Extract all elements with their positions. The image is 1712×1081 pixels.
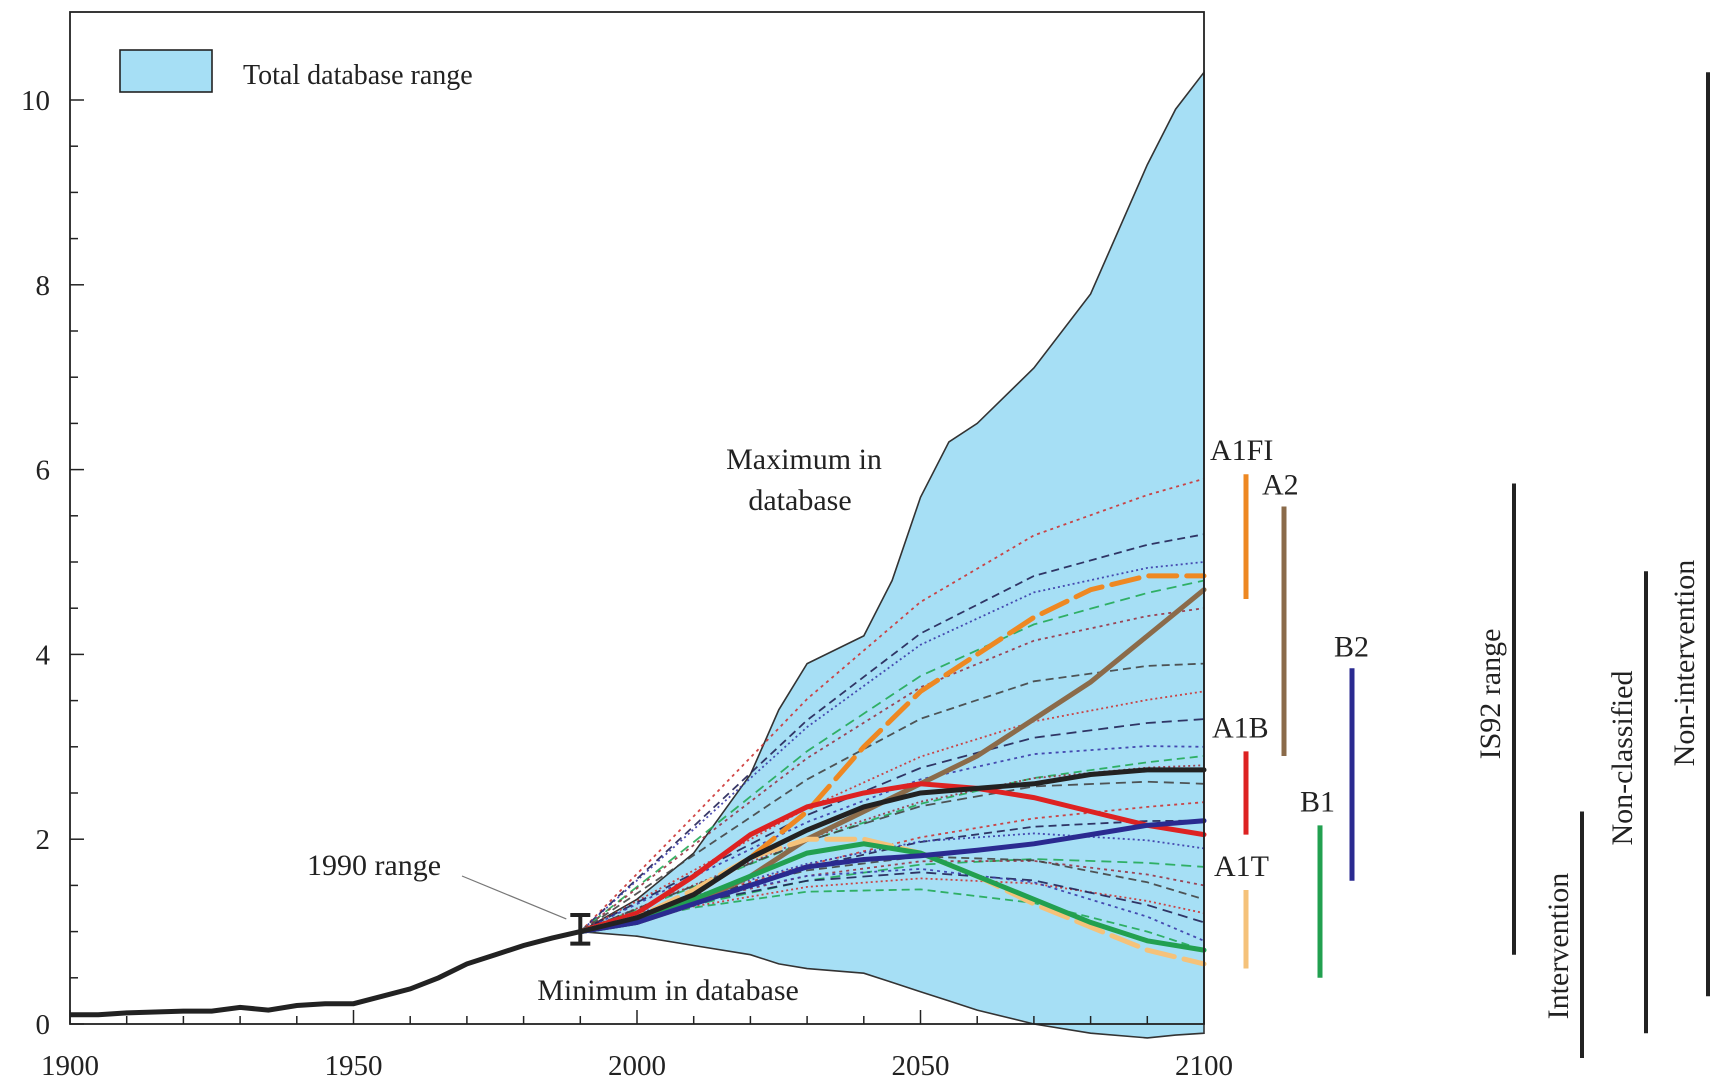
annotation-1990-range: 1990 range	[307, 849, 441, 882]
background-scenario-curve	[579, 607, 1205, 933]
range-label-intervention: Intervention	[1542, 873, 1575, 1020]
x-axis-ticks: 1900 1950 2000 2050 2100	[41, 1010, 1233, 1081]
y-tick-label: 6	[36, 455, 51, 487]
background-scenario-curve	[579, 477, 1205, 933]
x-tick-label: 1950	[325, 1050, 383, 1081]
range-1990-errorbar	[570, 912, 591, 946]
series-line-a1fi	[577, 573, 1207, 935]
legend-label: Total database range	[243, 60, 473, 91]
annotation-maximum-line2: database	[748, 484, 851, 517]
series-line-b1	[577, 841, 1207, 953]
scenario-label-a1t: A1T	[1214, 850, 1269, 883]
background-scenario-curve	[579, 579, 1205, 933]
annotation-maximum-line1: Maximum in	[726, 443, 882, 476]
y-tick-label: 10	[21, 85, 50, 117]
background-scenario-curve	[580, 859, 1205, 933]
series-line-b2	[577, 818, 1207, 935]
y-tick-label: 8	[36, 270, 51, 302]
y-tick-label: 4	[36, 639, 51, 671]
series-group	[577, 573, 1207, 967]
background-scenario-curve	[580, 801, 1205, 933]
background-scenario-curve	[579, 561, 1205, 933]
historical-series-line	[70, 929, 581, 1018]
classification-range-bars: IS92 range Intervention Non-classified Non-…	[1474, 72, 1710, 1058]
scenario-label-b2: B2	[1334, 630, 1369, 663]
x-tick-label: 2050	[892, 1050, 950, 1081]
background-scenario-curve	[579, 718, 1205, 933]
annotation-minimum: Minimum in database	[537, 974, 799, 1007]
range-1990-leader-line	[461, 875, 567, 920]
background-scenario-curve	[580, 888, 1205, 951]
range-label-is92-range: IS92 range	[1474, 629, 1507, 760]
legend-swatch	[119, 49, 213, 93]
y-tick-label: 2	[36, 824, 51, 856]
background-scenario-curve	[579, 662, 1205, 933]
y-axis-ticks: 0 2 4 6 8 10	[21, 85, 84, 1041]
background-scenario-curve	[579, 755, 1205, 933]
scenario-label-b1: B1	[1300, 785, 1335, 818]
series-line-reference	[577, 767, 1207, 935]
x-tick-label: 2000	[608, 1050, 666, 1081]
scenario-label-a2: A2	[1262, 469, 1299, 502]
series-line-a1b	[577, 781, 1207, 935]
scenario-label-a1b: A1B	[1212, 711, 1269, 744]
scenario-label-a1fi: A1FI	[1210, 434, 1273, 467]
y-tick-label: 0	[36, 1009, 51, 1041]
background-scenario-curve	[579, 690, 1205, 933]
range-label-non-intervention: Non-intervention	[1668, 560, 1701, 767]
x-tick-label: 2100	[1175, 1050, 1233, 1081]
x-tick-label: 1900	[41, 1050, 99, 1081]
range-label-non-classified: Non-classified	[1606, 671, 1639, 846]
